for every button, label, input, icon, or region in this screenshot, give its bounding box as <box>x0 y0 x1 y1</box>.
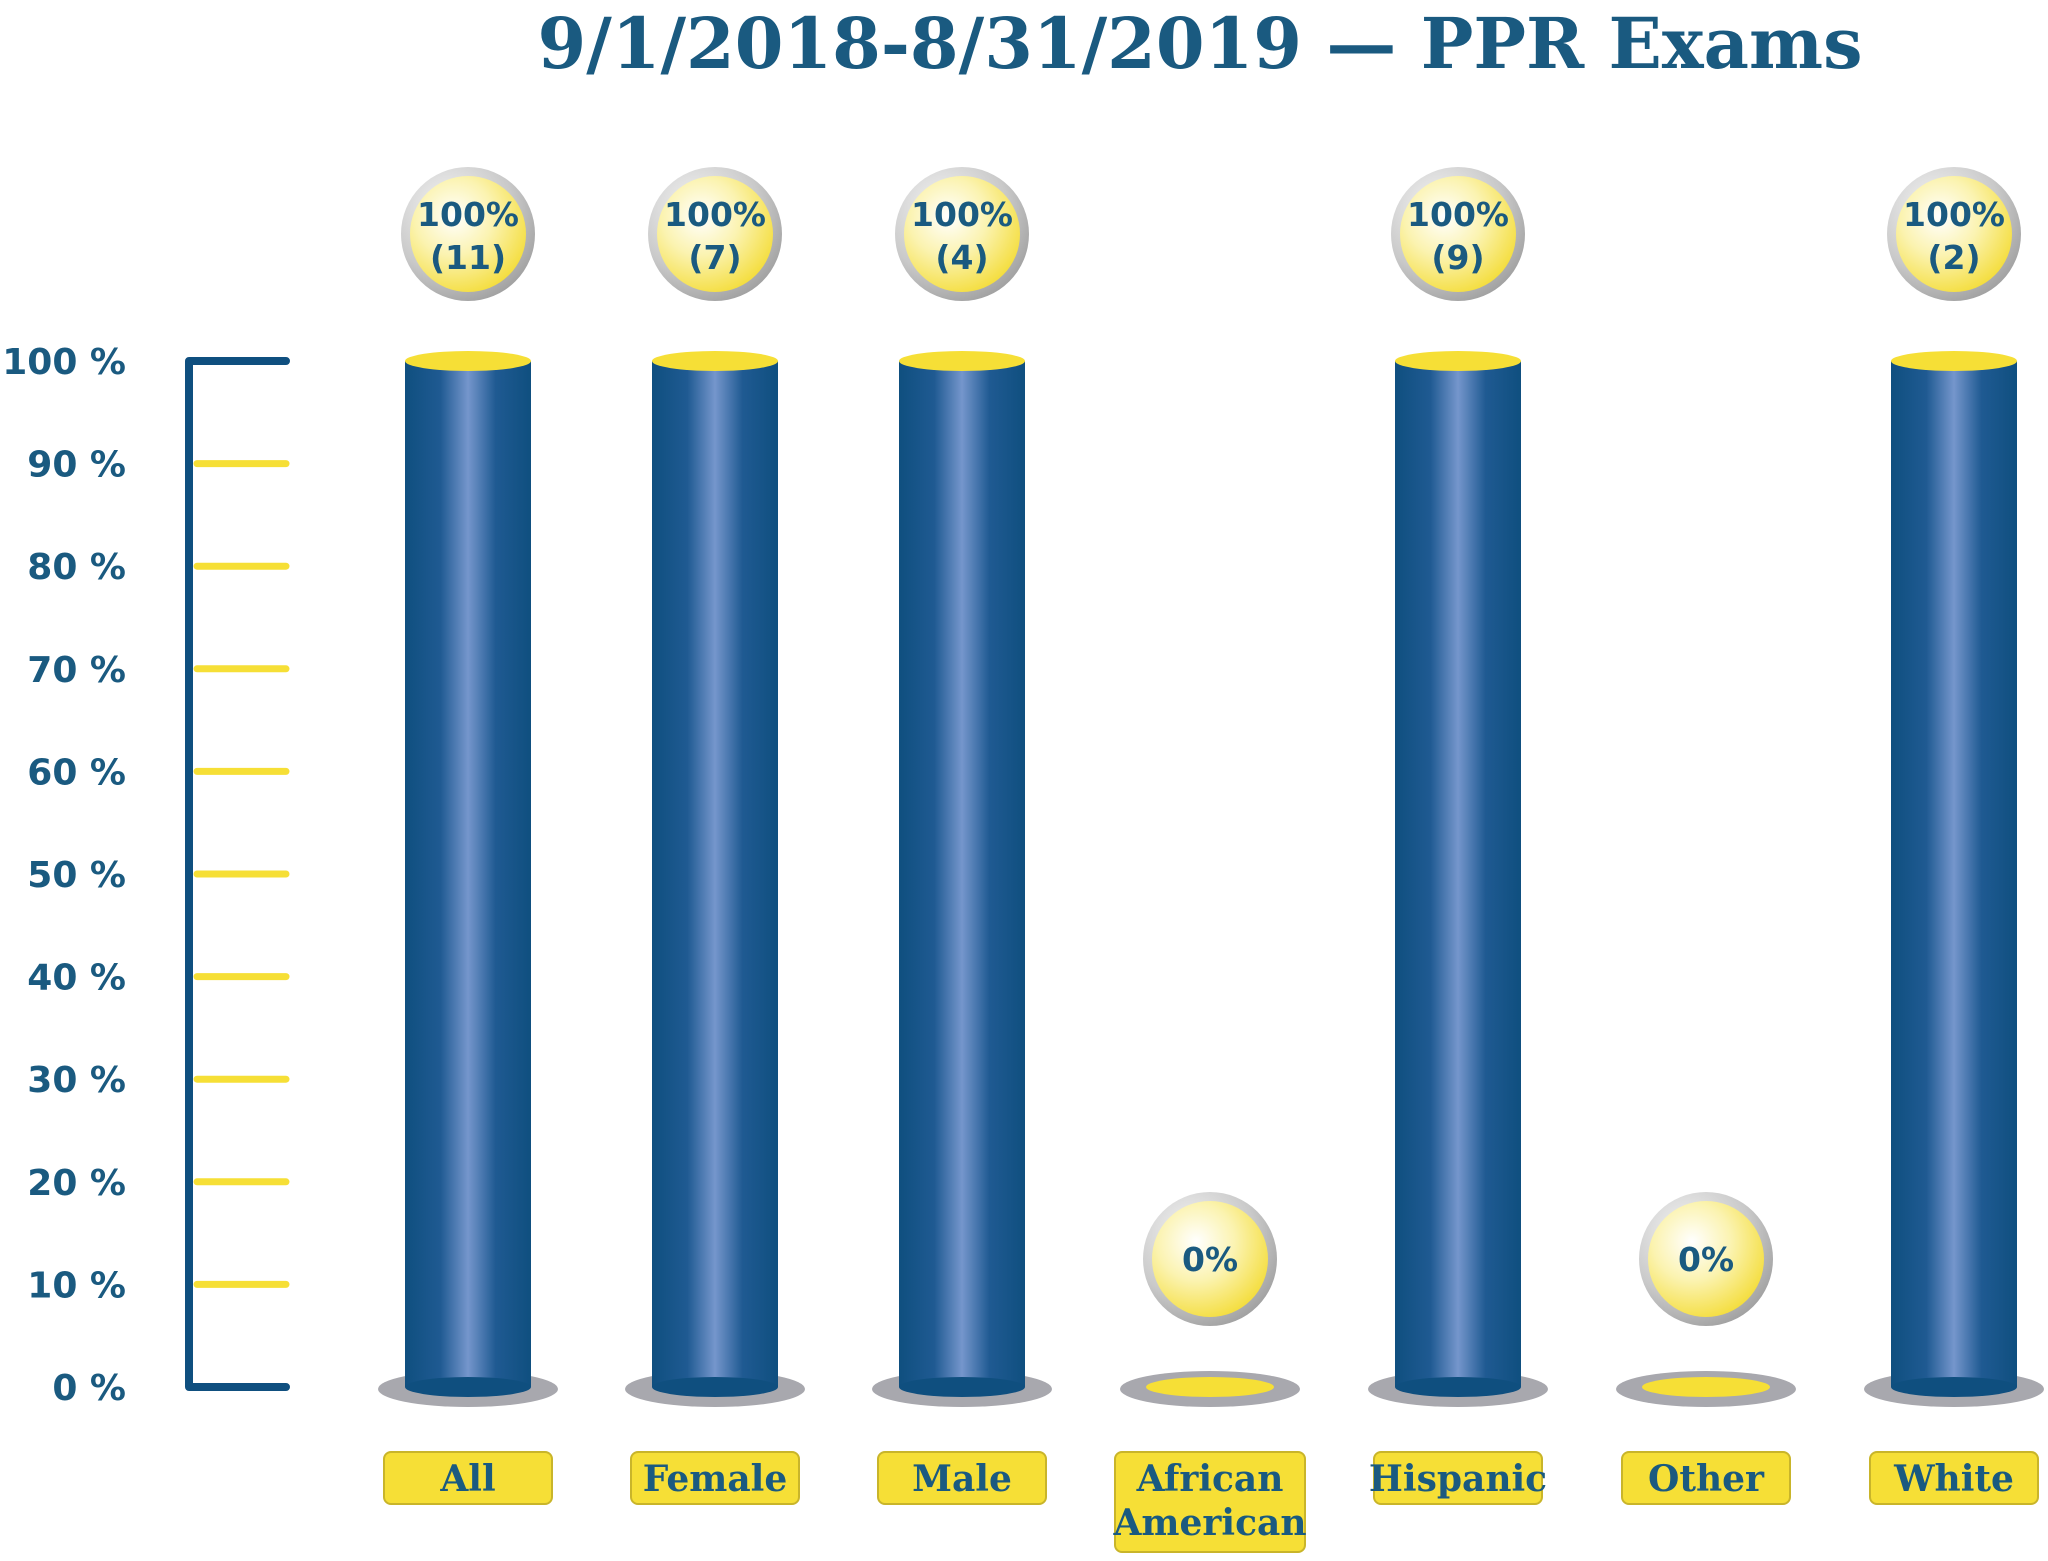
value-bubble <box>904 176 1020 292</box>
bar-group: 100% (11) All <box>378 167 558 1505</box>
value-bubble <box>657 176 773 292</box>
bar-bottom-cap <box>1395 1377 1521 1397</box>
y-tick-label: 30 % <box>27 1060 126 1101</box>
data-label: (9) <box>1431 238 1484 277</box>
data-label: (11) <box>430 238 506 277</box>
y-tick-label: 70 % <box>27 650 126 691</box>
bar-bottom-cap <box>405 1377 531 1397</box>
bar-group: 0% Other <box>1616 1192 1796 1505</box>
x-tick-label: All <box>439 1458 495 1500</box>
category-label-box <box>1869 1451 2039 1505</box>
bar-group: 100% (4) Male <box>872 167 1052 1505</box>
bar-bottom-cap <box>1891 1377 2017 1397</box>
category-label-box <box>1621 1451 1791 1505</box>
bar <box>652 361 778 1387</box>
x-tick-label: White <box>1893 1458 2014 1500</box>
bar <box>1395 361 1521 1387</box>
bar <box>899 361 1025 1387</box>
y-tick-label: 80 % <box>27 547 126 588</box>
data-label: 0% <box>1182 1240 1238 1279</box>
x-tick-label: American <box>1113 1502 1307 1544</box>
bar-group: 100% (2) White <box>1864 167 2044 1505</box>
x-tick-label: African <box>1136 1458 1284 1500</box>
x-tick-label: Hispanic <box>1369 1458 1547 1500</box>
y-tick-label: 40 % <box>27 958 126 999</box>
bar-group: 100% (9) Hispanic <box>1368 167 1548 1505</box>
data-label: 0% <box>1678 1240 1734 1279</box>
y-tick-label: 60 % <box>27 752 126 793</box>
category-label-box <box>1373 1451 1543 1505</box>
x-tick-label: Male <box>912 1458 1012 1500</box>
bar-top-cap <box>1642 1377 1770 1397</box>
bar-bottom-cap <box>652 1377 778 1397</box>
bars-group: 100% (11) All 100% (7) Female 100% (4) Male 0% Afr… <box>378 167 2044 1553</box>
y-tick-label: 0 % <box>52 1368 126 1409</box>
y-tick-label: 90 % <box>27 445 126 486</box>
data-label: 100% <box>911 195 1013 234</box>
bar-top-cap <box>1395 351 1521 371</box>
data-label: 100% <box>1903 195 2005 234</box>
data-label: (7) <box>688 238 741 277</box>
bar-top-cap <box>405 351 531 371</box>
bar <box>1891 361 2017 1387</box>
x-tick-label: Female <box>643 1458 788 1500</box>
x-tick-label: Other <box>1648 1458 1765 1500</box>
chart-title: 9/1/2018-8/31/2019 — PPR Exams <box>538 2 1863 85</box>
value-bubble <box>1152 1201 1268 1317</box>
value-bubble <box>1648 1201 1764 1317</box>
bar-group: 100% (7) Female <box>625 167 805 1505</box>
category-label-box <box>877 1451 1047 1505</box>
y-axis-line <box>185 357 290 1391</box>
data-label: (2) <box>1927 238 1980 277</box>
y-tick-label: 20 % <box>27 1163 126 1204</box>
category-label-box <box>630 1451 800 1505</box>
bar-top-cap <box>1146 1377 1274 1397</box>
y-tick-label: 50 % <box>27 855 126 896</box>
data-label: 100% <box>664 195 766 234</box>
data-label: (4) <box>935 238 988 277</box>
bar-top-cap <box>652 351 778 371</box>
bar-bottom-cap <box>899 1377 1025 1397</box>
bar-top-cap <box>899 351 1025 371</box>
y-tick-label: 10 % <box>27 1265 126 1306</box>
bar <box>405 361 531 1387</box>
category-label-box <box>1114 1451 1306 1553</box>
value-bubble <box>1400 176 1516 292</box>
bar-top-cap <box>1891 351 2017 371</box>
value-bubble <box>1896 176 2012 292</box>
data-label: 100% <box>1407 195 1509 234</box>
category-label-box <box>383 1451 553 1505</box>
y-tick-label: 100 % <box>2 342 126 383</box>
y-axis: 0 % 10 % 20 % 30 % 40 % 50 % 60 % 70 % 80 % 90 % 1… <box>2 342 290 1409</box>
data-label: 100% <box>417 195 519 234</box>
value-bubble <box>410 176 526 292</box>
